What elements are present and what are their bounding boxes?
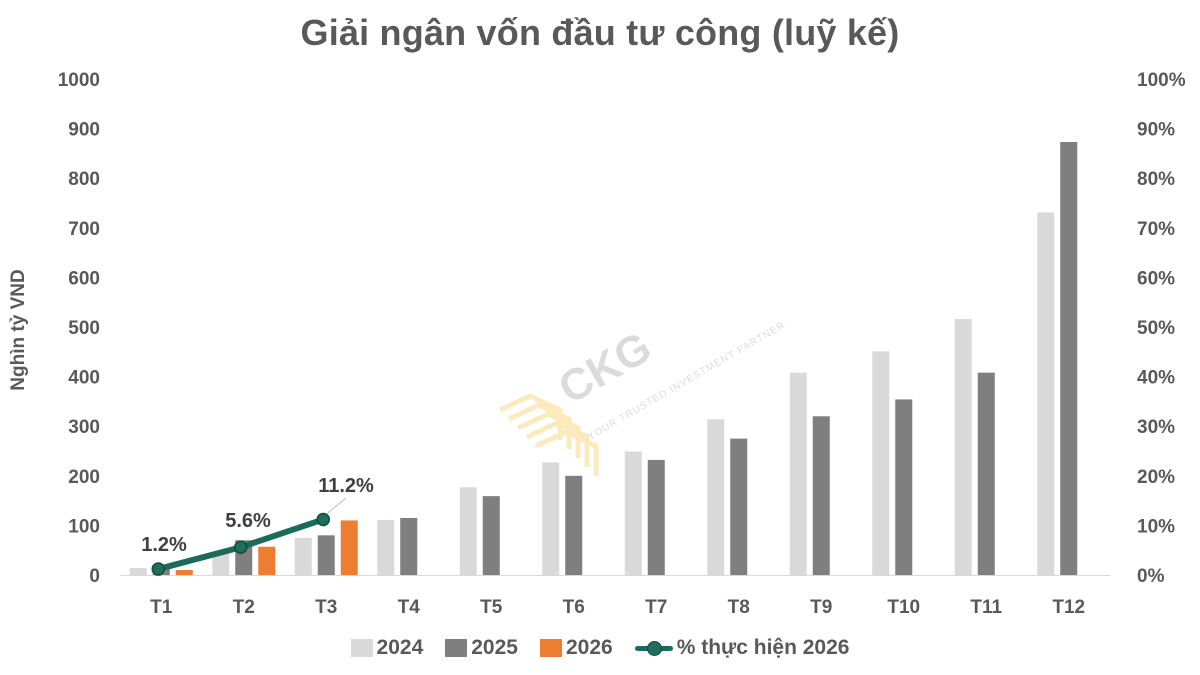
legend-label-2025: 2025 bbox=[471, 636, 518, 659]
bar-2025-T7[interactable] bbox=[647, 459, 665, 575]
y2-axis-tick: 70% bbox=[1137, 219, 1175, 240]
bar-2025-T3[interactable] bbox=[317, 535, 335, 575]
x-axis-tick: T9 bbox=[810, 597, 832, 618]
y2-axis-tick: 100% bbox=[1137, 70, 1186, 91]
chart-legend: 2024 2025 2026 % thực hiện 2026 bbox=[0, 636, 1200, 660]
y-axis-tick: 0 bbox=[89, 566, 100, 587]
bar-2025-T6[interactable] bbox=[565, 475, 583, 575]
y-axis-tick: 200 bbox=[68, 467, 100, 488]
bar-2025-T4[interactable] bbox=[400, 517, 418, 575]
y2-axis-tick: 90% bbox=[1137, 120, 1175, 141]
y2-axis-tick: 0% bbox=[1137, 566, 1165, 587]
bar-2025-T11[interactable] bbox=[977, 372, 995, 575]
y-axis-tick: 300 bbox=[68, 417, 100, 438]
bar-2025-T8[interactable] bbox=[730, 438, 748, 575]
bar-2024-T4[interactable] bbox=[377, 519, 395, 575]
y-axis-tick: 500 bbox=[68, 318, 100, 339]
y2-axis-tick: 60% bbox=[1137, 268, 1175, 289]
y2-axis-tick: 20% bbox=[1137, 467, 1175, 488]
y-axis-tick: 1000 bbox=[58, 70, 100, 91]
line-marker[interactable] bbox=[151, 562, 165, 576]
bar-2024-T6[interactable] bbox=[542, 462, 560, 575]
bar-2024-T9[interactable] bbox=[789, 372, 807, 575]
y-axis-tick: 400 bbox=[68, 368, 100, 389]
y2-axis-tick: 80% bbox=[1137, 169, 1175, 190]
line-marker[interactable] bbox=[234, 540, 248, 554]
y-axis-tick: 100 bbox=[68, 516, 100, 537]
legend-label-2026: 2026 bbox=[565, 636, 613, 659]
bar-2024-T7[interactable] bbox=[624, 451, 642, 575]
data-label: 5.6% bbox=[225, 510, 271, 532]
legend-swatch-2026 bbox=[539, 639, 562, 657]
data-label: 11.2% bbox=[318, 475, 374, 497]
y2-axis-tick: 40% bbox=[1137, 368, 1175, 389]
y-axis-tick: 600 bbox=[68, 268, 100, 289]
bar-2025-T5[interactable] bbox=[482, 496, 500, 575]
legend-item-2024[interactable]: 2024 bbox=[350, 636, 424, 660]
x-axis-tick: T11 bbox=[970, 597, 1002, 618]
bar-2025-T10[interactable] bbox=[895, 399, 913, 575]
data-label-leader bbox=[326, 497, 347, 514]
bar-2026-T2[interactable] bbox=[258, 546, 276, 575]
bar-2024-T11[interactable] bbox=[954, 319, 972, 575]
legend-item-2025[interactable]: 2025 bbox=[445, 636, 518, 660]
y2-axis-tick: 30% bbox=[1137, 417, 1175, 438]
bar-2024-T3[interactable] bbox=[294, 537, 312, 575]
y2-axis-tick: 10% bbox=[1137, 516, 1175, 537]
legend-label-2024: 2024 bbox=[376, 636, 424, 659]
bar-2026-T3[interactable] bbox=[340, 520, 358, 575]
x-axis-tick: T10 bbox=[887, 597, 920, 618]
bar-2024-T10[interactable] bbox=[872, 351, 890, 575]
legend-label-percent-2026: % thực hiện 2026 bbox=[676, 636, 850, 659]
y-axis-tick: 800 bbox=[68, 169, 100, 190]
bar-2024-T2[interactable] bbox=[212, 552, 230, 575]
legend-item-2026[interactable]: 2026 bbox=[539, 636, 613, 660]
bar-2024-T1[interactable] bbox=[129, 568, 147, 575]
x-axis-tick: T4 bbox=[398, 597, 421, 618]
data-label: 1.2% bbox=[141, 534, 187, 556]
bar-2024-T12[interactable] bbox=[1037, 212, 1055, 575]
bar-2026-T1[interactable] bbox=[175, 570, 193, 575]
x-axis-tick: T8 bbox=[728, 597, 750, 618]
legend-line-marker-icon bbox=[634, 639, 673, 657]
bar-2025-T12[interactable] bbox=[1060, 141, 1078, 575]
y-axis-tick: 900 bbox=[68, 120, 100, 141]
x-axis-tick: T6 bbox=[563, 597, 585, 618]
bar-2025-T9[interactable] bbox=[812, 416, 830, 575]
x-axis-tick: T12 bbox=[1052, 597, 1085, 618]
x-axis-tick: T7 bbox=[645, 597, 667, 618]
bar-2024-T8[interactable] bbox=[707, 419, 725, 575]
legend-item-percent-2026[interactable]: % thực hiện 2026 bbox=[634, 636, 850, 660]
x-axis-tick: T3 bbox=[315, 597, 337, 618]
y-axis-tick: 700 bbox=[68, 219, 100, 240]
x-axis-tick: T1 bbox=[150, 597, 173, 618]
x-axis-tick: T2 bbox=[233, 597, 255, 618]
line-marker[interactable] bbox=[316, 512, 330, 527]
bar-2024-T5[interactable] bbox=[459, 487, 477, 575]
chart-title: Giải ngân vốn đầu tư công (luỹ kế) bbox=[300, 12, 900, 53]
legend-swatch-2024 bbox=[350, 639, 373, 657]
y-axis-label: Nghìn tỷ VND bbox=[8, 269, 29, 390]
legend-swatch-2025 bbox=[445, 639, 468, 657]
x-axis-tick: T5 bbox=[480, 597, 503, 618]
y2-axis-tick: 50% bbox=[1137, 318, 1175, 339]
